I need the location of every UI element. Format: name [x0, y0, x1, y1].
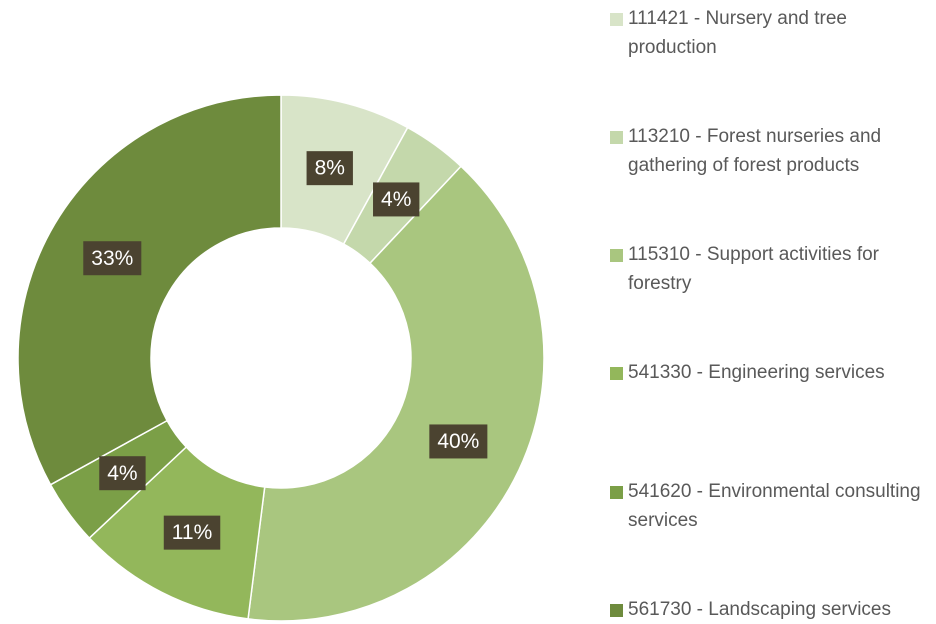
- legend-label: 561730 - Landscaping services: [628, 599, 892, 620]
- legend-item: 111421 - Nursery and tree production: [610, 4, 930, 62]
- data-label-box: [83, 241, 142, 276]
- legend-label: 111421 - Nursery and tree production: [628, 8, 847, 58]
- chart: 8% 4% 40% 11% 4% 33%: [17, 94, 545, 621]
- legend-swatch: [610, 486, 623, 499]
- slice: [247, 165, 545, 621]
- legend-swatch: [610, 249, 623, 262]
- legend-label: 541620 - Environmental consulting servic…: [628, 481, 921, 531]
- data-label-text: 40%: [437, 430, 479, 453]
- data-label: 8%: [306, 151, 353, 186]
- legend-swatch: [610, 604, 623, 617]
- data-label: 11%: [163, 515, 221, 550]
- data-label-text: 4%: [107, 462, 137, 485]
- data-label-box: [306, 151, 353, 186]
- legend-label: 541330 - Engineering services: [628, 362, 885, 383]
- data-label-text: 8%: [315, 157, 345, 180]
- data-label-box: [373, 182, 420, 217]
- data-label-box: [429, 424, 488, 459]
- data-label: 4%: [373, 182, 420, 217]
- slice: [17, 94, 282, 486]
- data-label-text: 11%: [172, 521, 212, 544]
- legend-item: 541620 - Environmental consulting servic…: [610, 477, 930, 535]
- legend-swatch: [610, 131, 623, 144]
- legend-swatch: [610, 13, 623, 26]
- data-label-box: [99, 456, 146, 491]
- legend-label: 113210 - Forest nurseries and gathering …: [628, 126, 882, 176]
- data-label: 40%: [429, 424, 488, 459]
- data-label: 33%: [83, 241, 142, 276]
- legend-item: 561730 - Landscaping services: [610, 595, 930, 624]
- legend-item: 113210 - Forest nurseries and gathering …: [610, 122, 930, 180]
- data-label-text: 4%: [381, 188, 411, 211]
- legend-swatch: [610, 367, 623, 380]
- data-label-text: 33%: [91, 247, 133, 270]
- legend-label: 115310 - Support activities for forestry: [628, 244, 880, 294]
- legend-item: 541330 - Engineering services: [610, 358, 930, 387]
- data-label: 4%: [99, 456, 146, 491]
- legend-item: 115310 - Support activities for forestry: [610, 240, 930, 298]
- data-label-box: [163, 515, 221, 550]
